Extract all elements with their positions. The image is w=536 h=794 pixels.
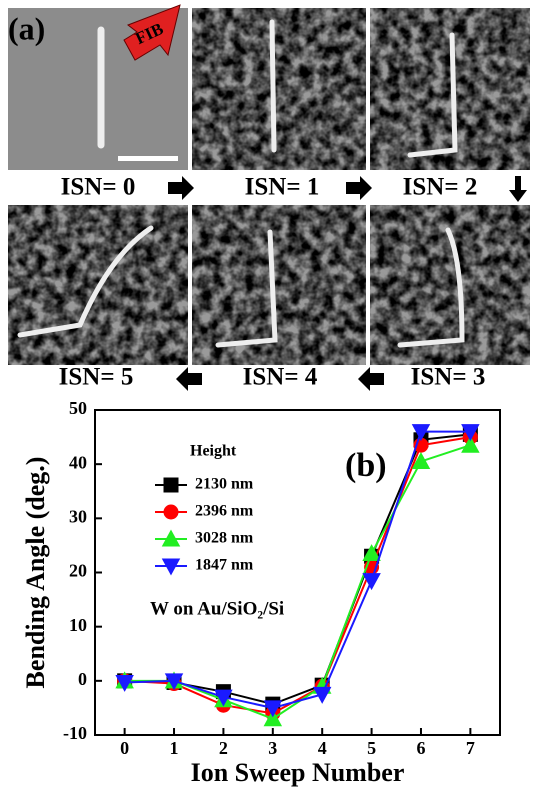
legend-marker [163, 504, 179, 520]
frame-labels: ISN= 0 ISN= 1 ISN= 2 ISN= 3 ISN= 4 ISN= … [59, 174, 486, 391]
y-tick-label: 20 [69, 561, 87, 581]
x-axis-label: Ion Sweep Number [191, 758, 405, 787]
legend-label: 2130 nm [195, 476, 254, 493]
x-tick-label: 2 [219, 738, 228, 758]
panel-label: (a) [8, 10, 45, 46]
y-tick-label: 40 [69, 452, 87, 472]
sequence-arrows [168, 176, 527, 391]
frame-label: ISN= 4 [243, 364, 318, 391]
y-tick-label: 50 [69, 398, 87, 418]
marker [312, 686, 332, 704]
y-tick-label: -10 [63, 723, 87, 743]
chart: -10 0 10 20 30 40 50 0 1 2 3 4 5 6 7 Ion Sweep Number Be… [21, 398, 501, 787]
y-tick-label: 0 [78, 669, 87, 689]
marker [362, 573, 381, 591]
legend-marker [161, 558, 181, 576]
x-tick-label: 3 [268, 738, 277, 758]
sem-image [192, 8, 366, 170]
x-tick-label: 0 [120, 738, 129, 758]
frame-label: ISN= 1 [245, 174, 320, 201]
marker [214, 689, 233, 707]
scale-bar [118, 156, 178, 161]
legend-title: Height [190, 443, 237, 460]
sem-image [370, 205, 530, 365]
marker [115, 674, 134, 692]
marker [362, 544, 381, 562]
frame-label: ISN= 3 [411, 364, 486, 391]
marker [263, 709, 283, 727]
panel-label: (b) [345, 447, 387, 484]
legend-label: 3028 nm [195, 530, 254, 547]
sem-image [192, 205, 366, 365]
marker [263, 700, 283, 718]
x-tick-label: 7 [466, 738, 475, 758]
marker [164, 673, 184, 691]
plot-frame [94, 409, 501, 736]
sem-image [370, 8, 530, 170]
marker [411, 452, 431, 469]
x-tick-label: 6 [416, 738, 425, 758]
frame-label: ISN= 5 [59, 364, 134, 391]
y-axis-label: Bending Angle (deg.) [21, 457, 50, 689]
nanowires [17, 19, 465, 348]
y-tick-label: 30 [69, 506, 87, 526]
legend-marker [161, 529, 181, 547]
marker [411, 424, 431, 442]
x-tick-label: 5 [367, 738, 376, 758]
frame-label: ISN= 0 [61, 174, 136, 201]
frame-label: ISN= 2 [403, 174, 478, 201]
x-tick-label: 1 [170, 738, 179, 758]
sem-images: FIB (a) [8, 4, 530, 365]
legend-label: 1847 nm [195, 557, 254, 574]
fib-arrow [123, 4, 181, 61]
x-tick-label: 4 [318, 738, 327, 758]
series-line [124, 433, 471, 706]
legend-marker [163, 477, 179, 493]
y-tick-label: 10 [69, 615, 87, 635]
series-line [124, 430, 471, 709]
legend-label: 2396 nm [195, 503, 254, 520]
annotation: W on Au/SiO₂/Si [150, 598, 284, 619]
marker [461, 435, 480, 453]
marker [461, 424, 480, 442]
